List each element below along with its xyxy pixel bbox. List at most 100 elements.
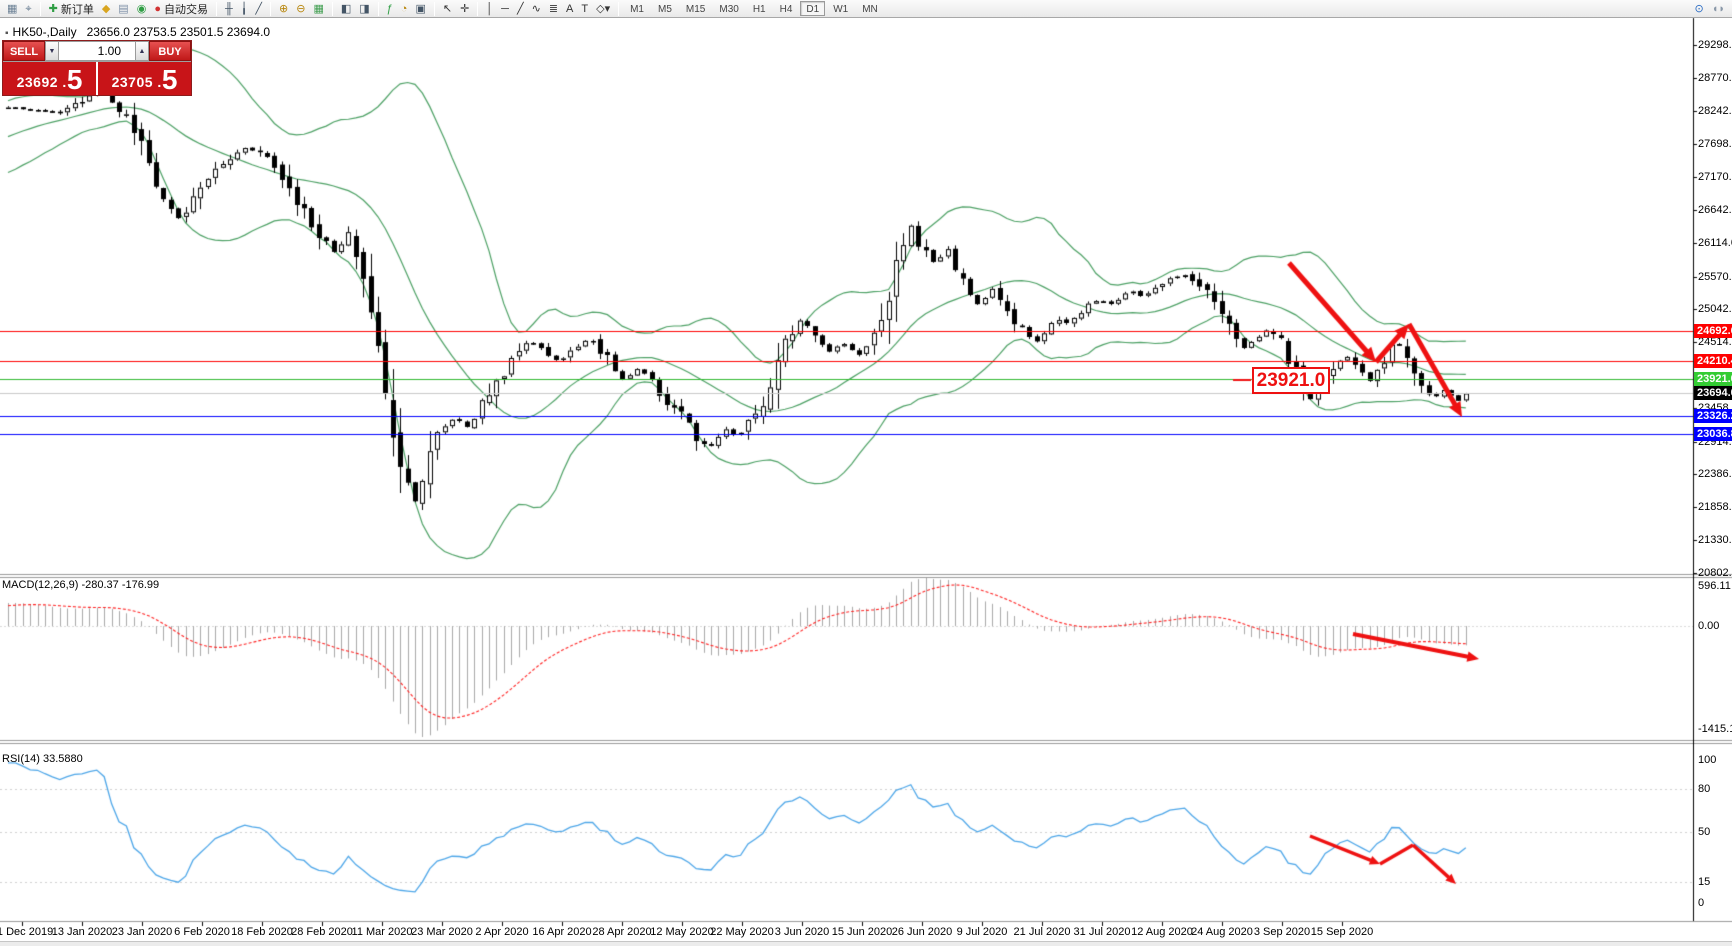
cursor-icon[interactable]: ↖ xyxy=(439,1,456,17)
price-axis-tick: 21858.0 xyxy=(1698,501,1732,514)
price-axis-tick: 26114.0 xyxy=(1698,236,1732,249)
rsi-axis-tick: 100 xyxy=(1698,754,1717,766)
fibo-channel-icon[interactable]: ∿ xyxy=(528,1,545,17)
volume-input[interactable] xyxy=(59,41,135,61)
date-axis-label: 6 Feb 2020 xyxy=(174,926,230,938)
volume-decrease-button[interactable]: ▼ xyxy=(45,41,59,61)
price-axis-tick: 27698.0 xyxy=(1698,138,1732,151)
macd-indicator-label: MACD(12,26,9) -280.37 -176.99 xyxy=(2,579,160,591)
text-icon[interactable]: A xyxy=(562,1,577,17)
trendline-icon[interactable]: ╱ xyxy=(513,1,528,17)
chat-icon: ◖◗ xyxy=(1711,2,1725,15)
date-axis-label: 28 Feb 2020 xyxy=(291,926,353,938)
horizontal-line-icon[interactable]: ─ xyxy=(497,1,513,17)
date-axis-label: 3 Jun 2020 xyxy=(774,926,830,938)
auto-scroll-icon[interactable]: ◨ xyxy=(355,1,373,17)
zoom-in-icon[interactable]: ⊕ xyxy=(275,1,292,17)
tile-windows-icon[interactable]: ▦ xyxy=(309,1,327,17)
zoom-out-icon: ⊖ xyxy=(296,2,306,15)
symbol-period-label: HK50-,Daily xyxy=(12,25,77,39)
ask-price[interactable]: 23705 .5 xyxy=(111,64,178,95)
toolbar-separator xyxy=(39,1,41,16)
rsi-indicator-label: RSI(14) 33.5880 xyxy=(2,753,83,765)
toolbar-separator xyxy=(477,1,479,16)
timeframe-h4-button[interactable]: H4 xyxy=(779,4,793,15)
price-axis-tick: 29298.0 xyxy=(1698,39,1732,51)
timeframe-w1-button[interactable]: W1 xyxy=(833,4,849,15)
print-icon: ▤ xyxy=(118,2,129,15)
shapes-icon[interactable]: ◇▾ xyxy=(592,1,614,17)
price-axis-tick: 25042.0 xyxy=(1698,303,1732,316)
date-axis-label: 31 Dec 2019 xyxy=(0,926,54,938)
chat-icon[interactable]: ◖◗ xyxy=(1708,1,1729,17)
price-tag: 24210.4 xyxy=(1694,354,1732,369)
period-icon[interactable]: ◔ xyxy=(397,1,412,17)
date-axis-label: 2 Apr 2020 xyxy=(475,926,529,938)
fibo-retracement-icon: ≣ xyxy=(548,2,559,15)
date-axis-label: 26 Jun 2020 xyxy=(891,926,953,938)
sound-on-icon[interactable]: ◉ xyxy=(133,1,151,17)
horizontal-line-icon: ─ xyxy=(501,2,509,15)
crosshair-icon[interactable]: ✛ xyxy=(456,1,473,17)
rsi-axis-tick: 15 xyxy=(1698,875,1711,888)
date-axis-label: 15 Jun 2020 xyxy=(831,926,893,938)
price-axis-tick: 25570.0 xyxy=(1698,270,1732,283)
date-axis-label: 18 Feb 2020 xyxy=(231,926,293,938)
price-axis-tick: 20802.0 xyxy=(1698,566,1732,579)
chart-shift-icon: ◧ xyxy=(340,2,352,15)
bar-chart-type-icon[interactable]: ╫ xyxy=(221,1,237,17)
gold-ingot-icon[interactable]: ◆ xyxy=(98,1,114,17)
timeframe-m15-button[interactable]: M15 xyxy=(685,4,706,15)
trendline-icon: ╱ xyxy=(516,2,524,15)
chart-shift-icon[interactable]: ◧ xyxy=(337,1,355,17)
price-tag: 24692.6 xyxy=(1694,324,1732,339)
date-axis-label: 13 Jan 2020 xyxy=(51,926,113,938)
new-order-icon: ✚ xyxy=(48,2,58,15)
timeframe-mn-button[interactable]: MN xyxy=(862,4,878,15)
autotrade-button[interactable]: ● 自动交易 xyxy=(150,1,212,17)
search-icon[interactable]: ⊙ xyxy=(1690,1,1707,17)
timeframe-m1-button[interactable]: M1 xyxy=(630,4,644,15)
gold-ingot-icon: ◆ xyxy=(101,2,111,15)
price-axis-tick: 26642.0 xyxy=(1698,203,1732,216)
main-toolbar: ▦ ⌖ ✚ 新订单 ◆ ▤ ◉ ● 自动交易 ╫ ╽ ╱ ⊕ ⊖ ▦ ◧ ◨ ƒ ◔ ▣ ↖ ✛ │ ─ ╱ ∿ ≣ A T ◇▾ M1 M5… xyxy=(0,0,1732,18)
date-axis-label: 22 May 2020 xyxy=(710,926,774,938)
date-axis-label: 21 Jul 2020 xyxy=(1013,926,1071,938)
print-icon[interactable]: ▤ xyxy=(114,1,132,17)
text-label-icon[interactable]: T xyxy=(577,1,592,17)
chart-window-icon[interactable]: ▦ xyxy=(3,1,21,17)
buy-button[interactable]: BUY xyxy=(149,41,191,61)
template-icon[interactable]: ▣ xyxy=(411,1,429,17)
vertical-line-icon[interactable]: │ xyxy=(482,1,497,17)
chart-marker-icon: ▪ xyxy=(5,28,9,39)
sell-button[interactable]: SELL xyxy=(3,41,45,61)
toolbar-separator xyxy=(331,1,333,16)
fibo-channel-icon: ∿ xyxy=(531,2,541,15)
ohlc-values: 23656.0 23753.5 23501.5 23694.0 xyxy=(86,25,271,39)
add-indicator-icon[interactable]: ƒ xyxy=(383,1,397,17)
date-axis-label: 12 May 2020 xyxy=(650,926,714,938)
candlestick-type-icon[interactable]: ╽ xyxy=(237,1,252,17)
date-axis-label: 15 Sep 2020 xyxy=(1310,926,1374,938)
zoom-in-icon: ⊕ xyxy=(279,2,289,15)
date-axis-label: 23 Jan 2020 xyxy=(111,926,173,938)
timeframe-h1-button[interactable]: H1 xyxy=(752,4,766,15)
timeframe-d1-button[interactable]: D1 xyxy=(800,1,826,16)
price-callout[interactable]: 23921.0 xyxy=(1252,367,1330,394)
timeframe-m30-button[interactable]: M30 xyxy=(719,4,739,15)
period-icon: ◔ xyxy=(400,2,408,15)
timeframe-m5-button[interactable]: M5 xyxy=(658,4,672,15)
bid-price[interactable]: 23692 .5 xyxy=(16,64,83,95)
crosshair-zoom-icon[interactable]: ⌖ xyxy=(21,1,35,17)
volume-increase-button[interactable]: ▲ xyxy=(135,41,149,61)
fibo-retracement-icon[interactable]: ≣ xyxy=(545,1,562,17)
zoom-out-icon[interactable]: ⊖ xyxy=(292,1,309,17)
chart-title: ▪ HK50-,Daily 23656.0 23753.5 23501.5 2369… xyxy=(5,25,270,39)
price-axis-tick: 24514.0 xyxy=(1698,336,1732,349)
line-chart-type-icon[interactable]: ╱ xyxy=(251,1,266,17)
date-axis-label: 3 Sep 2020 xyxy=(1253,926,1311,938)
new-order-button[interactable]: ✚ 新订单 xyxy=(45,1,98,17)
window-bottom-edge xyxy=(0,941,1732,946)
